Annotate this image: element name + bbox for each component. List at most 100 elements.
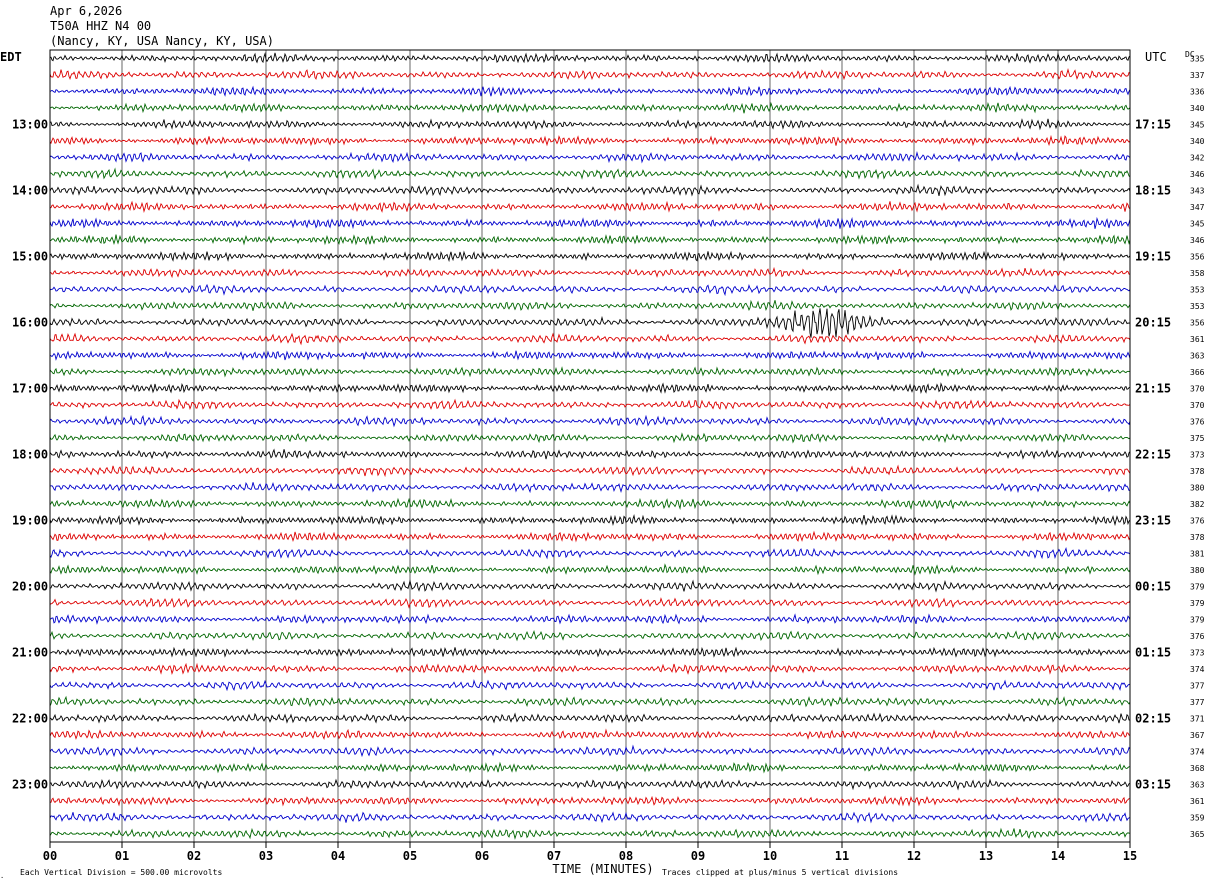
trace-line <box>49 183 1131 197</box>
trace-line <box>49 778 1131 791</box>
dc-offset-label: 340 <box>1190 137 1205 146</box>
right-hour-label: 00:15 <box>1135 579 1171 593</box>
dc-offset-label: 378 <box>1190 467 1205 476</box>
dc-offset-label: 347 <box>1190 203 1205 212</box>
trace-line <box>49 646 1131 658</box>
trace-line <box>49 497 1131 510</box>
trace-line <box>49 250 1131 263</box>
dc-offset-label: 353 <box>1190 302 1205 311</box>
x-tick-label: 01 <box>115 849 129 863</box>
trace-line <box>49 579 1131 593</box>
dc-offset-label: 371 <box>1190 714 1205 723</box>
axis-labels: EDT UTC DC TIME (MINUTES) Each Vertical … <box>0 50 1205 882</box>
x-tick-label: 00 <box>43 849 57 863</box>
trace-line <box>50 266 1131 279</box>
right-hour-label: 21:15 <box>1135 381 1171 395</box>
trace-group <box>49 52 1131 840</box>
x-tick-label: 05 <box>403 849 417 863</box>
trace-line <box>49 283 1131 297</box>
dc-offset-label: 370 <box>1190 384 1205 393</box>
trace-line <box>49 811 1131 824</box>
left-hour-label: 20:00 <box>12 579 48 593</box>
left-hour-label: 14:00 <box>12 183 48 197</box>
dc-offset-label: 380 <box>1190 483 1205 492</box>
x-tick-label: 04 <box>331 849 345 863</box>
trace-line <box>49 414 1131 428</box>
trace-line <box>49 827 1130 840</box>
dc-offset-label: 379 <box>1190 615 1205 624</box>
clip-note: Traces clipped at plus/minus 5 vertical … <box>662 868 898 877</box>
dc-offset-label: 367 <box>1190 731 1205 740</box>
x-tick-label: 10 <box>763 849 777 863</box>
trace-line <box>49 481 1131 494</box>
header-location: (Nancy, KY, USA Nancy, KY, USA) <box>50 34 274 48</box>
dc-offset-label: 374 <box>1190 665 1205 674</box>
trace-line <box>49 563 1131 576</box>
dc-offset-label: 359 <box>1190 813 1205 822</box>
left-hour-label: 18:00 <box>12 447 48 461</box>
dc-offset-label: 361 <box>1190 335 1205 344</box>
right-hour-label: 18:15 <box>1135 183 1171 197</box>
trace-line <box>49 151 1131 164</box>
dc-offset-label: 374 <box>1190 747 1205 756</box>
trace-line <box>49 712 1131 724</box>
dc-offset-label: 346 <box>1190 170 1205 179</box>
x-tick-label: 03 <box>259 849 273 863</box>
trace-line <box>49 382 1131 394</box>
plot-frame <box>49 49 1131 843</box>
trace-line <box>49 629 1130 642</box>
dc-offset-label: 379 <box>1190 599 1205 608</box>
trace-line <box>49 530 1131 543</box>
x-tick-label: 11 <box>835 849 849 863</box>
grid <box>49 50 1131 848</box>
trace-line <box>49 398 1131 410</box>
x-tick-label: 12 <box>907 849 921 863</box>
trace-line <box>49 432 1131 444</box>
trace-line <box>49 350 1131 361</box>
x-tick-label: 15 <box>1123 849 1137 863</box>
dc-offset-label: 356 <box>1190 252 1205 261</box>
right-hour-label: 17:15 <box>1135 117 1171 131</box>
trace-line <box>50 795 1131 807</box>
header-station: T50A HHZ N4 00 <box>50 19 152 33</box>
left-hour-label: 21:00 <box>12 645 48 659</box>
dc-offset-label: 366 <box>1190 368 1205 377</box>
x-tick-label: 09 <box>691 849 705 863</box>
trace-line <box>49 547 1131 560</box>
dc-offset-label: 335 <box>1190 54 1205 63</box>
scale-note: Each Vertical Division = 500.00 microvol… <box>20 868 222 877</box>
trace-line <box>49 200 1131 214</box>
dc-offset-label: 343 <box>1190 186 1205 195</box>
right-hour-label: 23:15 <box>1135 513 1171 527</box>
right-hour-label: 03:15 <box>1135 777 1171 791</box>
trace-line <box>49 613 1131 625</box>
trace-line <box>49 597 1131 609</box>
dc-offset-label: 345 <box>1190 219 1205 228</box>
left-hour-label: 23:00 <box>12 777 48 791</box>
trace-line <box>49 332 1131 346</box>
x-tick-label: 06 <box>475 849 489 863</box>
x-tick-label: 02 <box>187 849 201 863</box>
dc-offset-label: 373 <box>1190 450 1205 459</box>
trace-line <box>49 679 1131 692</box>
dc-offset-label: 346 <box>1190 236 1205 245</box>
dc-offset-label: 342 <box>1190 153 1205 162</box>
dc-offset-label: 375 <box>1190 434 1205 443</box>
dc-offset-label: 345 <box>1190 120 1205 129</box>
trace-line <box>49 216 1131 230</box>
left-hour-label: 15:00 <box>12 249 48 263</box>
dc-offset-label: 358 <box>1190 269 1205 278</box>
right-hour-label: 20:15 <box>1135 315 1171 329</box>
trace-line <box>49 662 1131 675</box>
dc-offset-label: 381 <box>1190 549 1205 558</box>
dc-offset-label: 380 <box>1190 566 1205 575</box>
dc-offset-label: 378 <box>1190 533 1205 542</box>
x-tick-label: 13 <box>979 849 993 863</box>
dc-offset-label: 379 <box>1190 582 1205 591</box>
right-hour-label: 02:15 <box>1135 711 1171 725</box>
dc-offset-label: 340 <box>1190 104 1205 113</box>
dc-offset-label: 370 <box>1190 401 1205 410</box>
right-hour-label: 19:15 <box>1135 249 1171 263</box>
dc-label: DC <box>1185 50 1195 59</box>
